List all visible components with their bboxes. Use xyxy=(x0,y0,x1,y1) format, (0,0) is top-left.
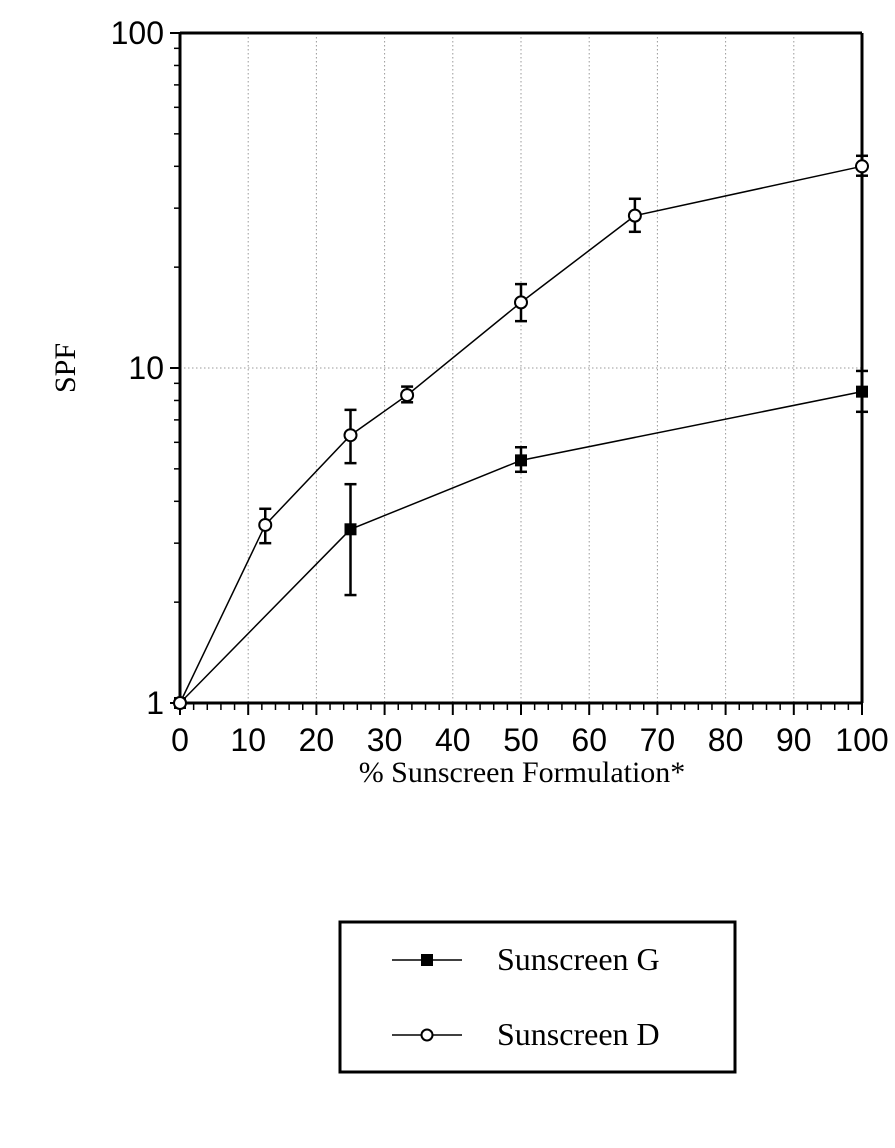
data-point-g xyxy=(856,385,868,398)
legend-marker-g xyxy=(421,954,433,966)
x-tick-label: 90 xyxy=(776,722,812,758)
data-point-d xyxy=(343,428,358,443)
data-point-g xyxy=(344,523,357,536)
x-tick-label: 70 xyxy=(640,722,676,758)
y-tick-label: 1 xyxy=(146,685,164,721)
legend-label-d: Sunscreen D xyxy=(497,1016,660,1052)
axes xyxy=(170,31,864,715)
series-line-0 xyxy=(179,390,863,704)
data-point-d xyxy=(855,159,869,174)
legend: Sunscreen G Sunscreen D xyxy=(338,920,737,1074)
legend-label-g: Sunscreen G xyxy=(497,941,660,977)
x-tick-label: 80 xyxy=(708,722,744,758)
y-tick-label: 10 xyxy=(128,350,164,386)
x-axis-title: % Sunscreen Formulation* xyxy=(359,756,686,789)
legend-marker-d xyxy=(420,1028,434,1042)
data-point-g xyxy=(515,454,527,467)
x-tick-label: 10 xyxy=(230,722,266,758)
x-tick-label: 30 xyxy=(367,722,403,758)
data-point-d xyxy=(400,388,415,403)
x-tick-label: 0 xyxy=(171,722,189,758)
data-point-d xyxy=(514,295,528,310)
grid xyxy=(180,33,862,703)
x-tick-label: 40 xyxy=(435,722,471,758)
series xyxy=(173,154,869,710)
x-tick-label: 20 xyxy=(299,722,335,758)
data-point-d xyxy=(627,208,642,223)
x-tick-label: 50 xyxy=(503,722,539,758)
y-axis-title: SPF xyxy=(49,343,82,393)
legend-box xyxy=(338,920,737,1074)
x-tick-label: 100 xyxy=(835,722,888,758)
y-tick-label: 100 xyxy=(111,15,164,51)
data-point-d xyxy=(173,696,187,710)
data-point-d xyxy=(258,517,273,532)
x-tick-label: 60 xyxy=(571,722,607,758)
